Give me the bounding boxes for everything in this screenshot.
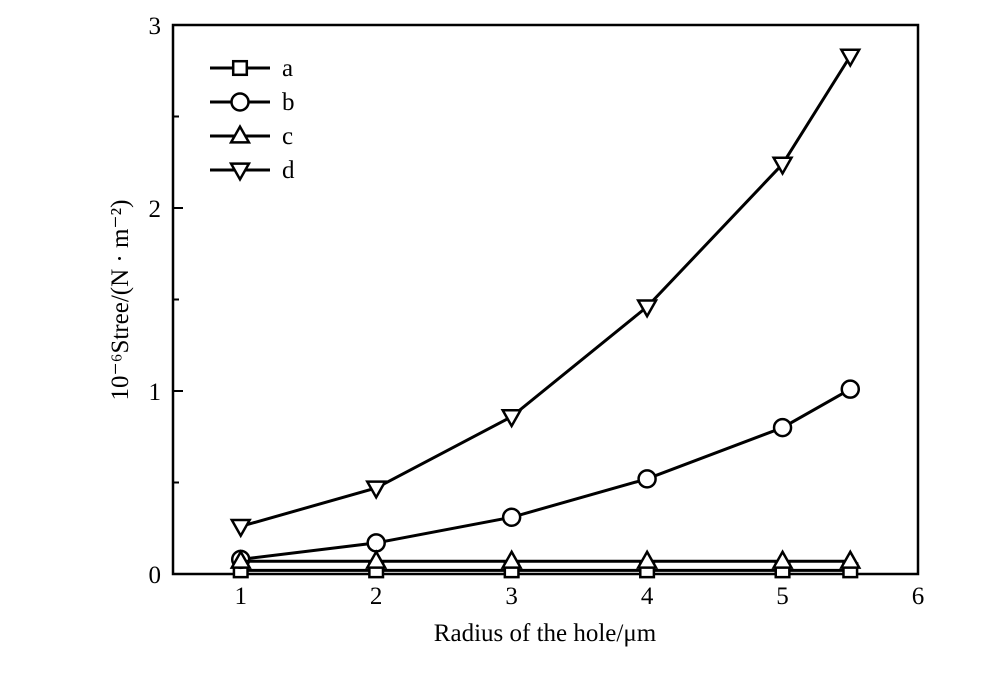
series-c-point (771, 549, 794, 569)
legend-label-d: d (282, 157, 295, 184)
legend-label-a: a (282, 55, 293, 82)
y-axis-title: 10⁻⁶Stree/(N · m⁻²) (107, 200, 134, 401)
series-b-point (840, 379, 861, 399)
legend-marker-a (231, 59, 249, 77)
series-c-point (636, 549, 659, 569)
series-d-point (839, 48, 862, 68)
series-group (229, 48, 862, 579)
x-tick-label: 1 (234, 583, 247, 610)
x-axis-title: Radius of the hole/μm (434, 620, 657, 647)
series-b-line (240, 387, 852, 561)
series-b-point (772, 417, 793, 438)
series-c-point (365, 549, 388, 569)
series-d-point (365, 480, 388, 500)
x-tick-label: 5 (776, 583, 789, 610)
series-c-point (500, 549, 523, 569)
x-tick-label: 2 (370, 583, 383, 610)
y-tick-label: 0 (149, 562, 162, 589)
legend-marker-d (228, 162, 252, 182)
legend-label-c: c (282, 123, 293, 150)
series-b-point (501, 507, 522, 528)
x-tick-label: 6 (912, 583, 925, 610)
y-tick-label: 2 (149, 196, 162, 223)
legend-marker-c (228, 124, 252, 144)
legend-marker-b (230, 92, 250, 112)
series-b-point (637, 469, 657, 489)
series-c-point (839, 549, 862, 569)
series-b-point (366, 533, 386, 553)
series-d-line (240, 55, 852, 528)
y-tick-label: 1 (149, 379, 162, 406)
x-tick-label: 3 (505, 583, 518, 610)
legend-label-b: b (282, 89, 295, 116)
y-tick-label: 3 (149, 13, 162, 40)
series-d-point (771, 156, 794, 176)
series-d-point (500, 408, 523, 429)
series-d-point (636, 299, 659, 319)
series-c-point (229, 549, 252, 569)
x-tick-label: 4 (641, 583, 654, 610)
series-d-point (229, 518, 252, 539)
